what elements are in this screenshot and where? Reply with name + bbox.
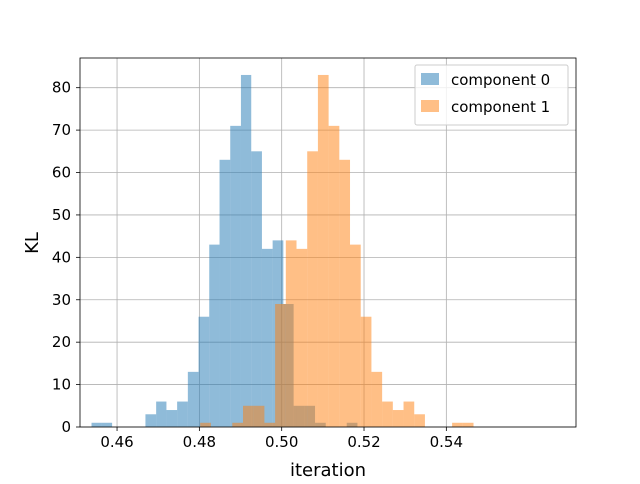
histogram-bar-series-0	[251, 151, 262, 427]
y-tick-label: 20	[52, 333, 71, 351]
y-tick-label: 70	[52, 121, 71, 139]
x-tick-label: 0.48	[183, 433, 216, 451]
histogram-bar-series-0	[166, 410, 178, 427]
histogram-bar-series-1	[275, 304, 286, 427]
histogram-bar-series-0	[209, 244, 220, 427]
y-axis-label: KL	[22, 232, 43, 254]
histogram-bar-series-1	[360, 316, 372, 427]
histogram-bar-series-0	[219, 159, 231, 428]
histogram-bar-series-0	[240, 74, 252, 427]
histogram-bar-series-1	[264, 422, 276, 427]
histogram-bar-series-1	[462, 422, 474, 427]
histogram-bar-series-0	[187, 371, 199, 427]
histogram-bar-series-1	[382, 401, 393, 427]
histogram-bar-series-0	[230, 125, 241, 428]
histogram-bar-series-1	[371, 371, 383, 427]
histogram-bar-series-1	[296, 248, 308, 427]
legend-swatch-component-1	[421, 100, 439, 112]
histogram-bar-series-0	[145, 414, 157, 427]
histogram-bar-series-1	[317, 74, 329, 427]
histogram-bar-series-1	[339, 159, 351, 428]
x-tick-label: 0.52	[347, 433, 380, 451]
y-tick-label: 30	[52, 291, 71, 309]
histogram-bar-series-0	[198, 316, 210, 427]
histogram-bar-series-1	[200, 422, 211, 427]
x-axis-label: iteration	[290, 460, 366, 480]
histogram-bar-series-0	[101, 422, 113, 427]
x-tick-label: 0.54	[430, 433, 463, 451]
histogram-bar-series-1	[243, 405, 254, 427]
histogram-bar-series-1	[307, 151, 318, 427]
histogram-bar-series-0	[177, 401, 188, 427]
histogram-bar-series-1	[452, 422, 463, 427]
histogram-bar-series-1	[285, 240, 297, 427]
legend: component 0 component 1	[414, 64, 569, 126]
y-tick-label: 50	[52, 206, 71, 224]
bars-layer	[91, 74, 474, 428]
x-tick-label: 0.46	[100, 433, 133, 451]
ticks-layer: 0.46 0.48 0.50 0.52 0.54 0 10 20 30 40 50 60 70 80	[52, 79, 463, 451]
legend-label-component-1: component 1	[451, 98, 550, 116]
histogram-bar-series-1	[414, 414, 425, 427]
y-tick-label: 80	[52, 79, 71, 97]
histogram-bar-series-0	[261, 248, 273, 427]
legend-box	[414, 64, 569, 126]
legend-swatch-component-0	[421, 73, 439, 85]
histogram-bar-series-0	[156, 401, 167, 427]
y-tick-label: 0	[61, 418, 71, 436]
y-tick-label: 60	[52, 164, 71, 182]
histogram-bar-series-1	[232, 422, 244, 427]
y-tick-label: 40	[52, 248, 71, 266]
histogram-bar-series-1	[253, 405, 265, 427]
plot-frame	[79, 57, 577, 428]
legend-label-component-0: component 0	[451, 71, 550, 89]
histogram-bar-series-1	[350, 244, 361, 427]
histogram-bar-series-1	[328, 125, 340, 428]
histogram-bar-series-0	[91, 422, 102, 427]
y-tick-label: 10	[52, 376, 71, 394]
histogram-bar-series-1	[392, 410, 404, 427]
x-tick-label: 0.50	[265, 433, 298, 451]
histogram-bar-series-1	[403, 401, 415, 427]
